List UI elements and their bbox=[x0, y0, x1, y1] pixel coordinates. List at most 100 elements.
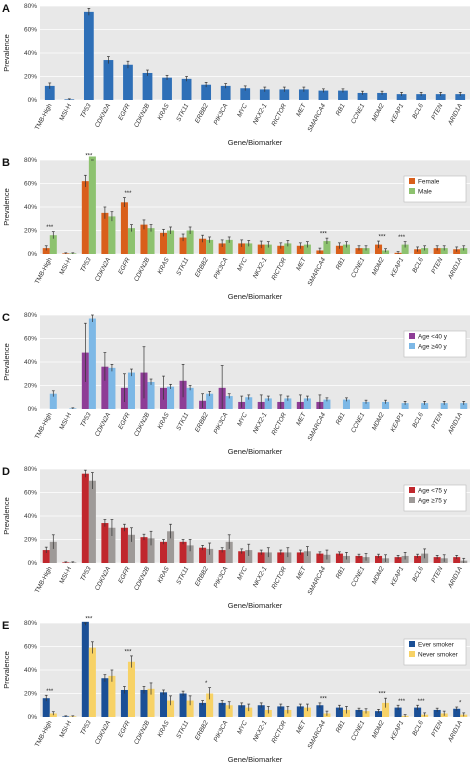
panel-a-bar-cdkn2b bbox=[142, 72, 153, 100]
panel-e-x-axis-label: Gene/Biomarker bbox=[228, 755, 283, 764]
panel-e-legend-label-never-smoker: Never smoker bbox=[418, 652, 459, 659]
panel-c-legend-label-age-40-y: Age ≥40 y bbox=[418, 344, 448, 351]
panel-a-bar-bcl6 bbox=[416, 94, 427, 100]
panel-a-x-tick-label: RB1 bbox=[335, 102, 347, 117]
panel-b-y-tick-label: 0% bbox=[28, 251, 38, 258]
panel-b-bar-arid1a-male bbox=[460, 248, 468, 254]
panel-c-y-axis-label: Prevalence bbox=[2, 343, 11, 381]
panel-a-x-tick-label: TP53 bbox=[79, 102, 93, 119]
panel-e-x-tick-label: TP53 bbox=[79, 719, 93, 736]
panel-b-bar-stk11-male bbox=[186, 230, 194, 254]
panel-a-x-axis-label: Gene/Biomarker bbox=[228, 138, 283, 147]
panel-b-bar-rb1-male bbox=[342, 244, 350, 254]
panel-b-x-tick-label: KEAP1 bbox=[390, 256, 406, 278]
panel-d-bar-kras-age-75-y bbox=[160, 541, 168, 563]
panel-e-y-tick-label: 0% bbox=[28, 714, 38, 721]
panel-e-x-tick-label: MSI-H bbox=[58, 719, 73, 739]
panel-d-legend-swatch-age-75-y bbox=[409, 487, 415, 493]
panel-c-bar-bcl6-age-40-y bbox=[421, 403, 429, 409]
panel-d-x-tick-label: BCL6 bbox=[411, 565, 425, 583]
panel-d-bar-cdkn2b-age-75-y bbox=[147, 538, 155, 563]
panel-a-bar-ccne1 bbox=[357, 92, 368, 100]
panel-b-significance-marker: *** bbox=[46, 225, 54, 231]
panel-e-bar-egfr-never-smoker bbox=[127, 661, 135, 717]
panel-b-x-tick-label: MET bbox=[295, 256, 308, 272]
panel-e-x-tick-label: CDKN2B bbox=[133, 719, 152, 746]
panel-e-legend-swatch-never-smoker bbox=[409, 651, 415, 657]
panel-a-x-tick-label: SMARCA4 bbox=[306, 102, 327, 133]
panel-d-x-tick-label: CDKN2A bbox=[94, 566, 112, 592]
panel-e-x-tick-label: ERBB2 bbox=[194, 719, 210, 741]
panel-c-legend-label-age-40-y: Age <40 y bbox=[418, 334, 448, 341]
panel-e-bar-mdm2-ever-smoker bbox=[375, 711, 383, 717]
panel-d-bar-myc-age-75-y bbox=[245, 550, 253, 563]
panel-b-x-tick-label: TMB-High bbox=[34, 256, 54, 285]
panel-b: B 0% 20% 40% 60% 80% Prevalence TMB-High MSI-H TP… bbox=[2, 154, 470, 301]
panel-c-y-tick-label: 0% bbox=[28, 406, 38, 413]
panel-b-bar-bcl6-male bbox=[421, 248, 429, 254]
panel-c-x-tick-label: NKX2-1 bbox=[252, 411, 269, 434]
panel-c-bar-cdkn2a-age-40-y bbox=[108, 367, 116, 409]
panel-c-y-tick-label: 60% bbox=[24, 336, 37, 343]
panel-e-significance-marker: *** bbox=[418, 699, 426, 705]
panel-e-bar-myc-never-smoker bbox=[245, 707, 253, 717]
panel-b-x-tick-label: STK11 bbox=[175, 256, 190, 277]
panel-b-bar-tmb-high-female bbox=[42, 248, 50, 254]
panel-d-x-tick-label: MDM2 bbox=[371, 565, 386, 585]
panel-c-bar-egfr-age-40-y bbox=[127, 372, 135, 409]
panel-a-bar-pten bbox=[435, 94, 446, 100]
panel-d-x-axis-label: Gene/Biomarker bbox=[228, 601, 283, 610]
panel-c-x-tick-label: KEAP1 bbox=[390, 411, 406, 433]
panel-e: E 0% 20% 40% 60% 80% Prevalence TMB-High MSI-H TP… bbox=[2, 617, 470, 764]
panel-c-x-tick-label: RICTOR bbox=[270, 411, 288, 436]
panel-c-legend: Age <40 y Age ≥40 y bbox=[403, 330, 467, 358]
panel-c-bar-smarca4-age-40-y bbox=[323, 399, 331, 409]
panel-e-x-tick-label: KEAP1 bbox=[390, 719, 406, 741]
panel-c-x-tick-label: KRAS bbox=[156, 411, 171, 430]
panel-e-x-tick-label: TMB-High bbox=[34, 719, 54, 748]
panel-e-y-tick-label: 40% bbox=[24, 667, 37, 674]
panel-e-bar-tmb-high-ever-smoker bbox=[42, 698, 50, 717]
panel-b-bar-smarca4-male bbox=[323, 241, 331, 254]
panel-d-bar-smarca4-age-75-y bbox=[316, 553, 324, 563]
panel-b-bar-pik3ca-female bbox=[218, 243, 226, 254]
panel-d-x-tick-label: EGFR bbox=[117, 565, 132, 584]
panel-d-bar-rictor-age-75-y bbox=[277, 552, 285, 563]
panel-d-bar-tp53-age-75-y bbox=[88, 480, 96, 563]
panel-d-bar-mdm2-age-75-y bbox=[375, 555, 383, 563]
panel-a-x-tick-label: PIK3CA bbox=[213, 103, 230, 126]
panel-d-bar-egfr-age-75-y bbox=[127, 534, 135, 563]
panel-c-letter: C bbox=[2, 312, 10, 324]
panel-d-x-tick-label: CCNE1 bbox=[350, 565, 367, 588]
panel-d-bar-met-age-75-y bbox=[303, 551, 311, 563]
panel-e-bar-rb1-ever-smoker bbox=[335, 707, 343, 717]
panel-e-bar-pten-ever-smoker bbox=[433, 709, 441, 717]
panel-e-bar-cdkn2b-ever-smoker bbox=[140, 689, 148, 717]
panel-a-x-tick-label: NKX2-1 bbox=[252, 102, 269, 125]
panel-d-x-tick-label: TMB-High bbox=[34, 565, 54, 594]
panel-d-bar-cdkn2a-age-75-y bbox=[108, 527, 116, 563]
panel-a-bar-mdm2 bbox=[377, 92, 387, 100]
panel-e-legend-swatch-ever-smoker bbox=[409, 641, 415, 647]
panel-b-bar-myc-female bbox=[238, 243, 246, 254]
panel-d-bar-keap1-age-75-y bbox=[394, 557, 402, 563]
panel-a-bar-pik3ca bbox=[220, 85, 231, 100]
panel-b-bar-ccne1-female bbox=[355, 248, 363, 254]
panel-d-bar-erbb2-age-75-y bbox=[199, 547, 207, 563]
panel-e-bar-kras-ever-smoker bbox=[160, 692, 168, 717]
panel-b-bar-nkx2-1-male bbox=[264, 244, 272, 254]
panel-b-y-tick-label: 60% bbox=[24, 181, 37, 188]
panel-c-x-tick-label: BCL6 bbox=[411, 411, 425, 429]
panel-d-x-tick-label: KEAP1 bbox=[390, 565, 406, 587]
panel-a-x-tick-label: MYC bbox=[236, 102, 249, 118]
panel-b-x-tick-label: MSI-H bbox=[58, 256, 73, 276]
panel-e-bar-cdkn2a-ever-smoker bbox=[101, 678, 109, 717]
panel-e-letter: E bbox=[2, 620, 9, 632]
panel-d-y-axis-label: Prevalence bbox=[2, 497, 11, 535]
panel-b-bar-kras-male bbox=[167, 230, 175, 254]
panel-b-bar-cdkn2a-male bbox=[108, 216, 116, 254]
panel-a-letter: A bbox=[2, 3, 10, 15]
panel-d-bar-cdkn2b-age-75-y bbox=[140, 537, 148, 563]
panel-d-legend-label-age-75-y: Age ≥75 y bbox=[418, 498, 448, 505]
